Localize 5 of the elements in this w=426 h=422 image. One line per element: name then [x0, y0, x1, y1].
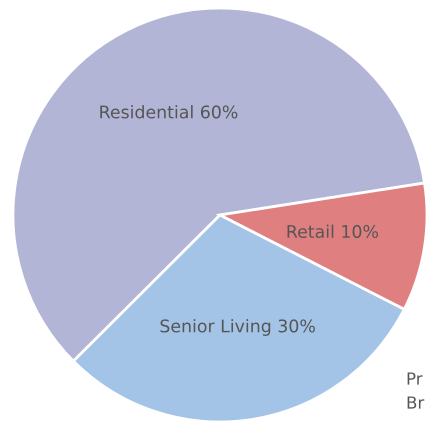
slice-label: Senior Living 30% — [160, 319, 315, 336]
slice-label: Retail 10% — [288, 224, 378, 238]
slice-label: Residential 60% — [100, 105, 238, 119]
text: Br — [408, 396, 424, 409]
text: Pr — [408, 372, 423, 385]
